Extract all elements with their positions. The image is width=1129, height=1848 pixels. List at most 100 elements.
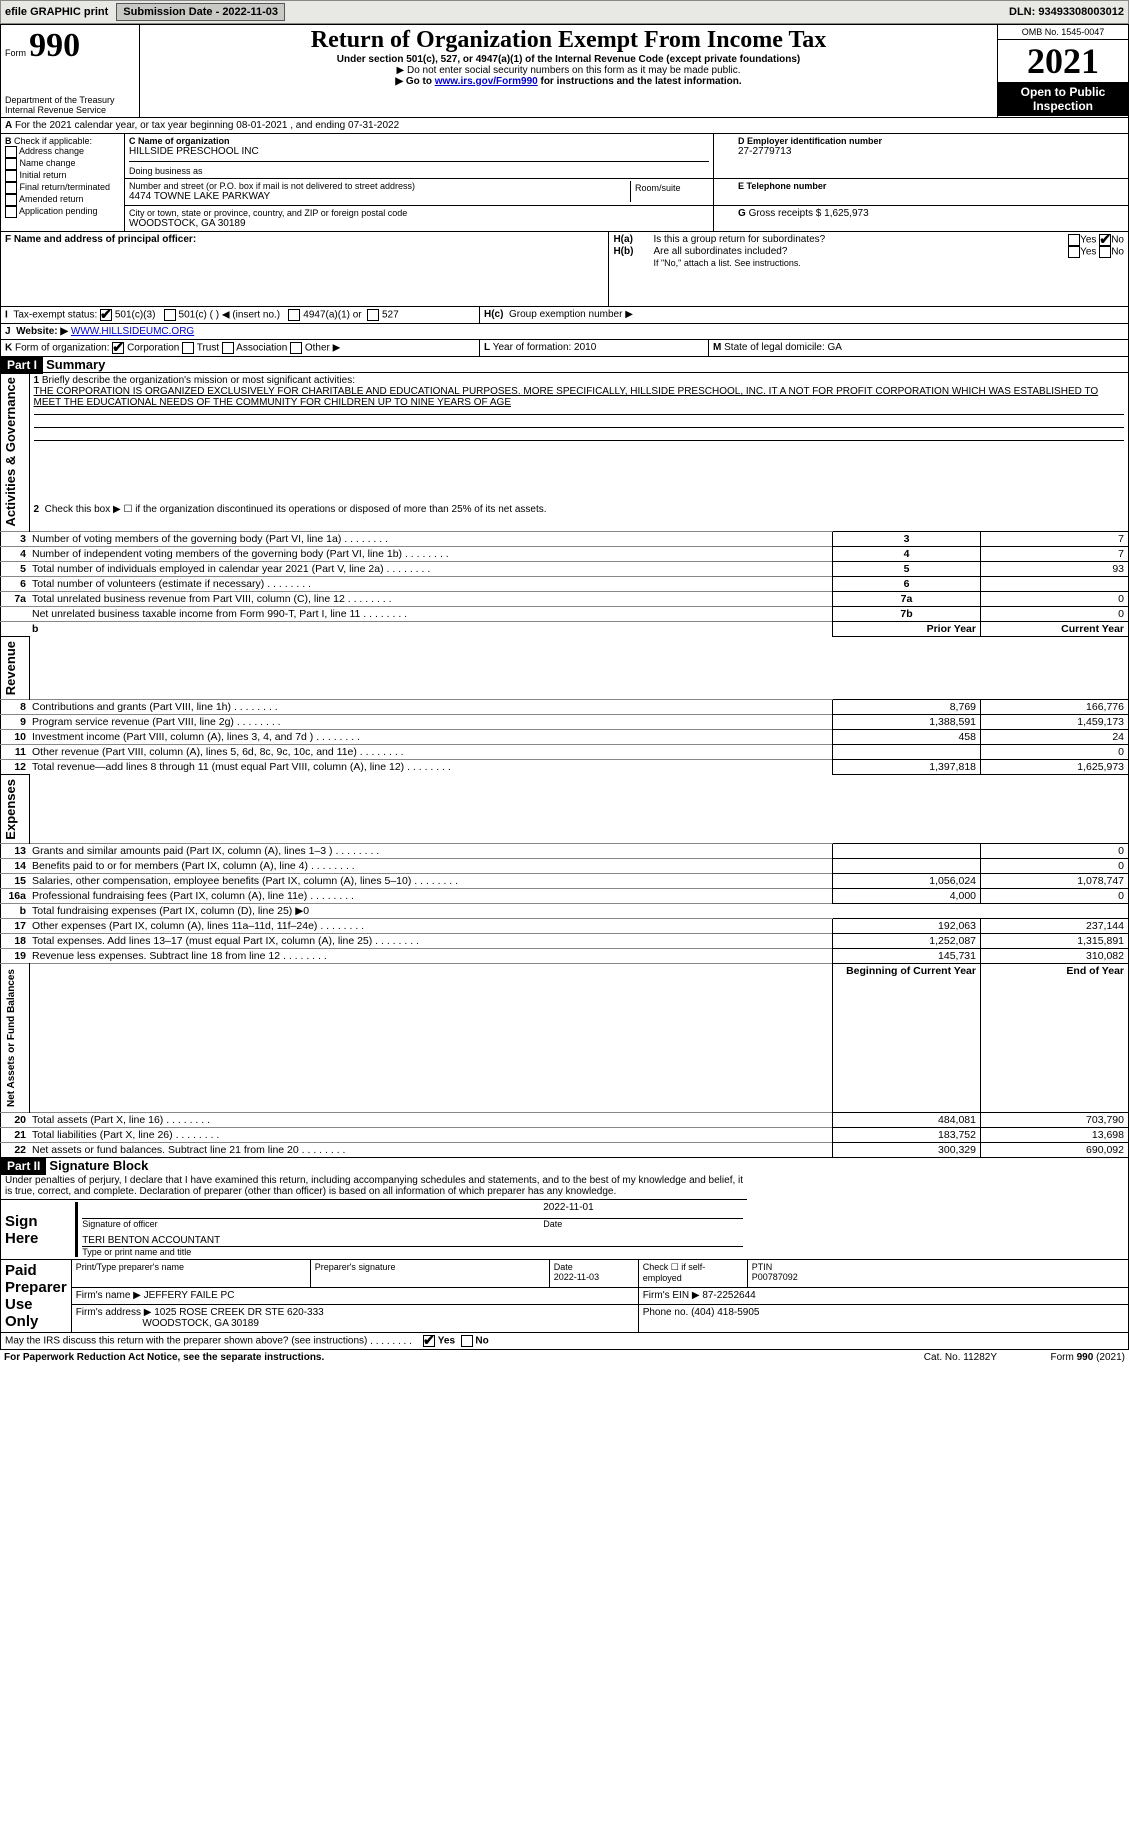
website-link[interactable]: WWW.HILLSIDEUMC.ORG — [71, 326, 194, 337]
paid-preparer-label: Paid Preparer Use Only — [1, 1260, 72, 1333]
dln-label: DLN: 93493308003012 — [1009, 6, 1124, 18]
begin-year-header: Beginning of Current Year — [833, 964, 981, 1113]
irs-label: Internal Revenue Service — [5, 105, 135, 115]
trust-checkbox[interactable] — [182, 342, 194, 354]
corp-checkbox[interactable] — [112, 342, 124, 354]
prior-value: 1,397,818 — [833, 759, 981, 774]
end-year-header: End of Year — [981, 964, 1129, 1113]
discuss-no-checkbox[interactable] — [461, 1335, 473, 1347]
501c-checkbox[interactable] — [164, 309, 176, 321]
firm-address-1: 1025 ROSE CREEK DR STE 620-333 — [154, 1307, 324, 1318]
current-value: 237,144 — [981, 919, 1129, 934]
irs-link[interactable]: www.irs.gov/Form990 — [435, 76, 538, 87]
part1-summary: Part I Summary Activities & Governance 1… — [0, 357, 1129, 1158]
form-number: 990 — [29, 27, 80, 64]
cat-no: Cat. No. 11282Y — [802, 1350, 1001, 1365]
pra-notice: For Paperwork Reduction Act Notice, see … — [0, 1350, 802, 1365]
firm-name: JEFFERY FAILE PC — [144, 1290, 235, 1301]
net-vert-label: Net Assets or Fund Balances — [4, 965, 19, 1111]
org-name: HILLSIDE PRESCHOOL INC — [129, 146, 709, 157]
form-word: Form — [5, 48, 26, 58]
current-value: 24 — [981, 729, 1129, 744]
4947-checkbox[interactable] — [288, 309, 300, 321]
prior-value: 484,081 — [833, 1113, 981, 1128]
city-state-zip: WOODSTOCK, GA 30189 — [129, 218, 709, 229]
other-checkbox[interactable] — [290, 342, 302, 354]
omb-number: OMB No. 1545-0047 — [998, 25, 1128, 39]
current-value: 1,625,973 — [981, 759, 1129, 774]
gov-vert-label: Activities & Governance — [1, 373, 20, 531]
submission-date-button[interactable]: Submission Date - 2022-11-03 — [116, 3, 285, 21]
sign-here-label: Sign Here — [1, 1200, 72, 1260]
sig-date: 2022-11-01 — [543, 1202, 743, 1219]
part2-tab: Part II — [1, 1157, 46, 1175]
prep-date: 2022-11-03 — [554, 1272, 599, 1282]
hb-yes-checkbox[interactable] — [1068, 246, 1080, 258]
goto-line: ▶ Go to www.irs.gov/Form990 for instruct… — [144, 76, 993, 87]
prior-value: 1,388,591 — [833, 714, 981, 729]
current-value: 166,776 — [981, 699, 1129, 714]
current-value: 690,092 — [981, 1143, 1129, 1158]
exp-vert-label: Expenses — [1, 775, 20, 844]
summary-value: 93 — [981, 561, 1129, 576]
prior-value: 4,000 — [833, 889, 981, 904]
open-to-public: Open to Public Inspection — [998, 82, 1128, 116]
part2-signature: Part II Signature Block Under penalties … — [0, 1158, 1129, 1350]
dept-treasury: Department of the Treasury — [5, 95, 135, 105]
state-domicile: State of legal domicile: GA — [724, 342, 842, 353]
firm-address-2: WOODSTOCK, GA 30189 — [142, 1318, 259, 1329]
room-suite-label: Room/suite — [631, 181, 710, 202]
return-subtitle: Under section 501(c), 527, or 4947(a)(1)… — [144, 54, 993, 65]
b-label: b — [29, 621, 833, 636]
current-value: 1,459,173 — [981, 714, 1129, 729]
prior-value: 192,063 — [833, 919, 981, 934]
ha-yes-checkbox[interactable] — [1068, 234, 1080, 246]
tax-year-line: For the 2021 calendar year, or tax year … — [15, 120, 399, 131]
applicable-checkbox[interactable] — [5, 170, 17, 182]
officer-name: TERI BENTON ACCOUNTANT — [82, 1229, 743, 1247]
firm-phone: (404) 418-5905 — [691, 1307, 759, 1318]
ha-no-checkbox[interactable] — [1099, 234, 1111, 246]
year-formation: Year of formation: 2010 — [493, 342, 597, 353]
prior-year-header: Prior Year — [833, 621, 981, 636]
assoc-checkbox[interactable] — [222, 342, 234, 354]
applicable-checkbox[interactable] — [5, 182, 17, 194]
street-address: 4474 TOWNE LAKE PARKWAY — [129, 191, 630, 202]
part1-tab: Part I — [1, 356, 43, 374]
prior-value: 1,056,024 — [833, 874, 981, 889]
current-value: 0 — [981, 744, 1129, 759]
summary-value: 0 — [981, 591, 1129, 606]
no-ssn-note: ▶ Do not enter social security numbers o… — [144, 65, 993, 76]
ein-value: 27-2779713 — [738, 146, 1124, 157]
applicable-checkbox[interactable] — [5, 158, 17, 170]
prior-value — [833, 844, 981, 859]
applicable-checkbox[interactable] — [5, 146, 17, 158]
current-value: 0 — [981, 859, 1129, 874]
rev-vert-label: Revenue — [1, 637, 20, 699]
prior-value — [833, 859, 981, 874]
firm-ein: 87-2252644 — [702, 1290, 755, 1301]
perjury-declaration: Under penalties of perjury, I declare th… — [1, 1173, 748, 1200]
f-heading: F Name and address of principal officer: — [1, 232, 609, 307]
current-year-header: Current Year — [981, 621, 1129, 636]
current-value: 1,315,891 — [981, 934, 1129, 949]
mission-text: THE CORPORATION IS ORGANIZED EXCLUSIVELY… — [34, 386, 1099, 408]
gross-receipts: 1,625,973 — [824, 208, 869, 219]
prior-value: 145,731 — [833, 949, 981, 964]
efile-label: efile GRAPHIC print — [5, 6, 108, 18]
tax-year: 2021 — [998, 39, 1128, 82]
summary-value — [981, 576, 1129, 591]
applicable-checkbox[interactable] — [5, 206, 17, 218]
return-title: Return of Organization Exempt From Incom… — [144, 27, 993, 54]
summary-value: 7 — [981, 531, 1129, 546]
prior-value: 8,769 — [833, 699, 981, 714]
applicable-checkbox[interactable] — [5, 194, 17, 206]
dba-label: Doing business as — [129, 166, 709, 176]
prior-value — [833, 744, 981, 759]
527-checkbox[interactable] — [367, 309, 379, 321]
identification-block: A For the 2021 calendar year, or tax yea… — [0, 118, 1129, 232]
discuss-yes-checkbox[interactable] — [423, 1335, 435, 1347]
hb-no-checkbox[interactable] — [1099, 246, 1111, 258]
prior-value: 183,752 — [833, 1128, 981, 1143]
501c3-checkbox[interactable] — [100, 309, 112, 321]
